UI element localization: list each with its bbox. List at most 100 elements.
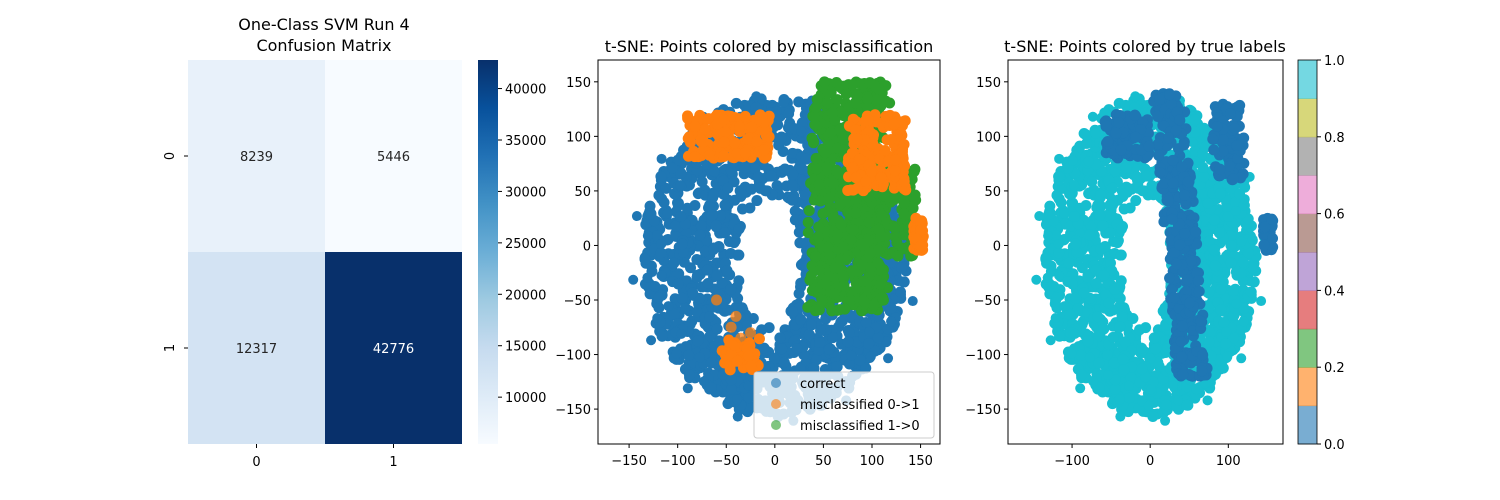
point-label-1 — [1087, 111, 1098, 122]
point-misclassified-1-0 — [837, 144, 849, 156]
point-correct — [695, 220, 707, 232]
point-misclassified-1-0 — [846, 79, 858, 91]
point-correct — [719, 227, 731, 239]
heatmap-cell — [188, 60, 325, 252]
point-label-1 — [1119, 336, 1131, 348]
point-misclassified-1-0 — [816, 294, 828, 306]
point-correct — [907, 296, 918, 307]
point-label-1 — [1208, 214, 1220, 226]
point-correct — [715, 210, 727, 222]
point-correct — [725, 383, 737, 395]
point-label-1 — [1109, 383, 1121, 395]
point-label-1 — [1109, 165, 1121, 177]
point-correct — [669, 308, 681, 320]
point-correct — [739, 162, 751, 174]
point-misclassified-0-1 — [745, 327, 757, 339]
point-misclassified-1-0 — [810, 101, 822, 113]
point-label-1 — [1256, 296, 1267, 307]
heatmap-cell-value: 8239 — [240, 150, 273, 165]
heatmap-colorbar-tick-label: 20000 — [505, 288, 546, 303]
point-misclassified-1-0 — [837, 242, 849, 254]
point-correct — [721, 265, 733, 277]
point-misclassified-1-0 — [840, 254, 852, 266]
heatmap-title-line2: Confusion Matrix — [256, 36, 391, 55]
point-misclassified-1-0 — [810, 152, 822, 164]
point-label-1 — [1197, 161, 1209, 173]
point-misclassified-1-0 — [856, 239, 868, 251]
point-correct — [676, 328, 687, 339]
point-label-1 — [1229, 196, 1241, 208]
point-correct — [652, 313, 663, 324]
point-correct — [680, 302, 692, 314]
point-misclassified-1-0 — [821, 97, 833, 109]
point-label-1 — [1191, 383, 1203, 395]
tsne-misclass-x-tick-label: −100 — [660, 454, 696, 469]
heatmap-x-tick-label: 1 — [389, 455, 397, 470]
point-label-1 — [1215, 283, 1227, 295]
point-misclassified-0-1 — [842, 185, 854, 197]
point-label-1 — [1225, 257, 1237, 269]
point-correct — [694, 352, 705, 363]
point-correct — [815, 325, 827, 337]
heatmap-title-line1: One-Class SVM Run 4 — [238, 15, 409, 34]
tsne-misclass-x-tick-label: 50 — [815, 454, 832, 469]
point-misclassified-0-1 — [683, 131, 695, 143]
point-misclassified-0-1 — [742, 350, 754, 362]
point-label-1 — [1068, 211, 1080, 223]
point-label-1 — [1114, 321, 1126, 333]
point-correct — [708, 165, 720, 177]
point-label-1 — [1130, 91, 1141, 102]
point-correct — [698, 376, 709, 387]
point-label-1 — [1124, 380, 1135, 391]
point-label-1 — [1070, 292, 1082, 304]
point-correct — [843, 358, 855, 370]
point-correct — [745, 401, 757, 413]
point-correct — [669, 220, 681, 232]
point-label-1 — [1107, 331, 1119, 343]
point-misclassified-0-1 — [875, 172, 887, 184]
point-label-1 — [1137, 185, 1149, 197]
point-label-1 — [1236, 353, 1247, 364]
point-label-1 — [1236, 236, 1247, 247]
point-correct — [791, 343, 803, 355]
point-misclassified-1-0 — [832, 229, 844, 241]
point-label-1 — [1109, 283, 1121, 295]
point-correct — [704, 330, 716, 342]
point-label-1 — [1237, 256, 1249, 268]
point-misclassified-1-0 — [876, 209, 888, 221]
point-label-1 — [1086, 176, 1098, 188]
point-misclassified-1-0 — [837, 270, 849, 282]
point-correct — [653, 302, 665, 314]
point-label-1 — [1088, 376, 1099, 387]
point-label-0 — [1185, 255, 1197, 267]
legend-marker — [771, 378, 781, 388]
point-correct — [846, 350, 857, 361]
point-label-0 — [1158, 177, 1170, 189]
point-misclassified-1-0 — [892, 250, 904, 262]
point-label-1 — [1069, 180, 1080, 191]
point-correct — [768, 353, 780, 365]
point-misclassified-0-1 — [731, 148, 743, 160]
point-misclassified-1-0 — [845, 294, 857, 306]
point-label-1 — [1082, 335, 1094, 347]
legend-marker — [771, 420, 781, 430]
point-misclassified-0-1 — [851, 133, 863, 145]
point-misclassified-0-1 — [682, 112, 694, 124]
point-misclassified-0-1 — [735, 332, 747, 344]
point-correct — [776, 343, 788, 355]
point-correct — [676, 238, 688, 250]
point-label-0 — [1191, 238, 1203, 250]
point-misclassified-0-1 — [850, 172, 862, 184]
heatmap-cell-value: 12317 — [236, 342, 277, 357]
point-misclassified-0-1 — [718, 136, 730, 148]
point-correct — [656, 270, 667, 281]
point-label-0 — [1165, 98, 1177, 110]
point-correct — [759, 185, 771, 197]
point-label-0 — [1179, 189, 1191, 201]
point-label-1 — [1108, 357, 1120, 369]
point-label-0 — [1179, 106, 1191, 118]
point-correct — [758, 342, 770, 354]
point-correct — [717, 370, 728, 381]
legend-marker — [771, 399, 781, 409]
